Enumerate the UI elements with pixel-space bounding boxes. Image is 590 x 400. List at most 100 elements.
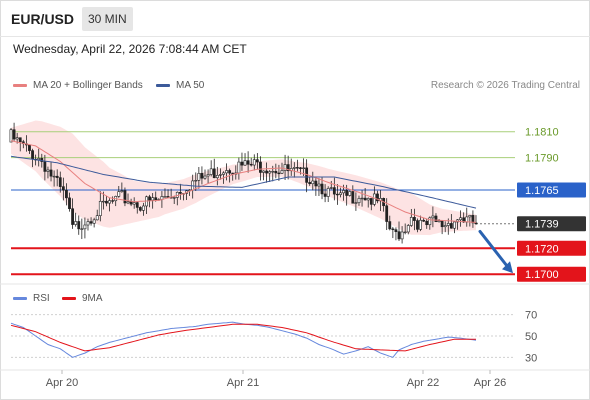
candle [80,218,84,240]
x-tick-label: Apr 22 [407,377,439,389]
candle-body-up [280,170,284,174]
candle [474,215,478,225]
rsi-ma-swatch [62,297,76,300]
candle-body-down [212,168,216,179]
candle [323,184,327,203]
candle-body-down [474,222,478,225]
candle-body-up [302,167,305,169]
candle-body-up [142,205,145,211]
legend-rsi: RSI [13,293,50,304]
candle [135,201,139,214]
candle-body-down [129,201,133,205]
candle [431,206,435,228]
candle-body-down [55,175,59,178]
timeframe-selector[interactable]: 30 MIN [82,7,133,31]
candle [449,214,453,229]
candle [360,190,364,207]
candle [49,162,53,182]
candle-body-up [37,158,41,160]
candle-body-down [68,197,71,210]
candle-body-up [292,167,296,169]
candle-body-up [209,168,213,175]
candle-body-down [148,196,151,201]
ma20-line [10,140,477,223]
candle-body-down [308,182,312,185]
candle-body-up [271,171,275,173]
candle [225,163,228,181]
candle-body-down [394,229,398,232]
candle [95,209,99,221]
candle [372,186,376,207]
candle-body-down [286,164,290,172]
candle-body-down [71,208,74,225]
candle-body-up [348,191,352,196]
candle [351,185,355,204]
candle [336,184,339,205]
candle-body-up [366,198,370,201]
candle-body-up [108,200,111,204]
candle [18,137,22,152]
candle-body-down [332,187,336,195]
candle-body-up [409,217,413,226]
candle [409,208,413,227]
chart-datetime: Wednesday, April 22, 2026 7:08:44 AM CET [13,42,247,56]
candle-body-up [443,225,447,228]
candle [108,198,111,212]
candle [197,166,201,189]
candle [132,197,136,209]
candle [286,155,290,180]
candle [311,171,315,191]
candle [246,151,250,173]
candle [120,182,124,193]
candle-body-down [388,221,392,230]
candle-body-up [372,193,376,205]
candle [209,160,213,177]
candle [471,210,475,228]
candle-body-down [135,202,139,208]
candle-body-down [299,167,302,169]
candle [391,226,395,239]
candle [243,153,247,166]
candle-body-up [326,188,330,197]
candle [129,198,133,207]
candle-body-up [95,215,99,221]
candle [277,164,281,181]
candle-body-up [400,231,404,240]
candle-body-up [52,175,56,178]
candle-body-down [200,173,204,179]
candle [292,162,296,178]
candle [394,227,398,241]
bollinger-band-area [11,120,476,236]
candle [314,177,318,196]
candle-body-down [314,180,318,187]
candle-body-up [431,215,435,219]
candle-body-down [58,177,62,187]
candle-body-down [246,160,250,165]
x-tick-label: Apr 21 [227,377,259,389]
candle [9,127,13,143]
candle [302,158,305,177]
candle-body-up [197,173,201,181]
candle [397,221,401,241]
candle [65,183,68,206]
candle-body-up [219,174,222,176]
candle-body-down [440,220,444,228]
candle-body-up [83,224,87,230]
candle-body-down [28,144,31,151]
candle-body-down [228,170,232,174]
candle-body-up [406,225,410,233]
candle-body-up [468,215,472,218]
rsi-tick-label: 50 [525,331,537,343]
candle-body-up [126,201,130,204]
candle [369,198,373,211]
candle [206,169,210,184]
candle-body-up [117,191,121,197]
candle-body-up [360,197,364,200]
candle-body-up [262,170,265,173]
candle [111,196,115,204]
candle-body-up [419,219,422,230]
candle [419,215,422,232]
candle-body-down [138,207,142,211]
candle-body-up [80,228,84,230]
candle [468,214,472,227]
